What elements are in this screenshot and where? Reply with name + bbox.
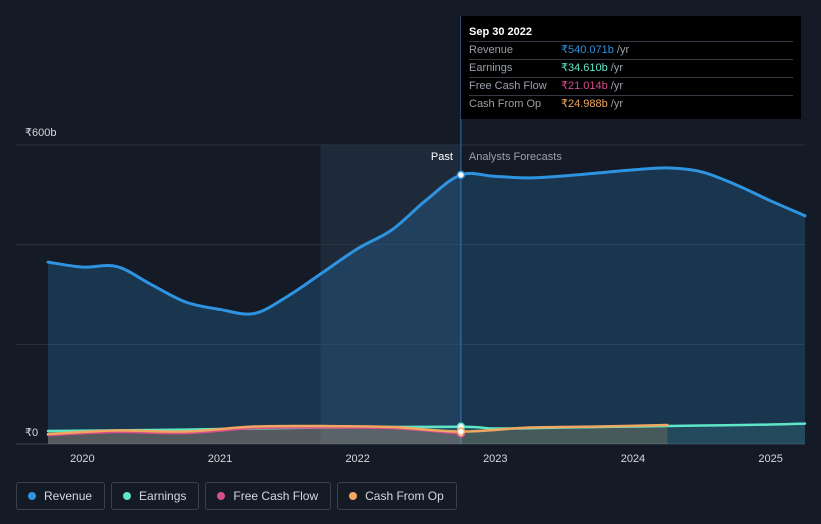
tooltip-date: Sep 30 2022 xyxy=(469,26,532,38)
earnings-area xyxy=(48,423,805,444)
y-tick-label: ₹0 xyxy=(25,427,38,439)
legend-dot-icon xyxy=(28,492,36,500)
legend-label: Revenue xyxy=(44,489,93,503)
x-tick-label: 2025 xyxy=(758,453,782,465)
tooltip-value: ₹24.988b xyxy=(561,98,608,110)
tooltip-unit: /yr xyxy=(616,44,630,56)
x-tick-label: 2022 xyxy=(345,453,369,465)
tooltip-row-earnings: Earnings ₹34.610b /yr xyxy=(469,59,793,77)
legend-item-revenue[interactable]: Revenue xyxy=(16,482,106,510)
legend-label: Earnings xyxy=(139,489,187,503)
data-tooltip: Sep 30 2022 Revenue ₹540.071b /yr Earnin… xyxy=(461,16,801,119)
legend-item-free-cash-flow[interactable]: Free Cash Flow xyxy=(205,482,332,510)
x-tick-label: 2024 xyxy=(621,453,645,465)
legend-dot-icon xyxy=(123,492,132,500)
tooltip-unit: /yr xyxy=(610,62,623,74)
y-tick-label: ₹600b xyxy=(25,127,56,139)
x-tick-label: 2020 xyxy=(70,453,94,465)
tooltip-label: Free Cash Flow xyxy=(469,80,547,92)
revenue-line xyxy=(46,166,807,316)
revenue-marker xyxy=(456,170,466,180)
earnings-line xyxy=(46,422,807,433)
tooltip-value: ₹540.071b xyxy=(561,44,614,56)
legend-dot-icon xyxy=(217,492,226,500)
free-cash-flow-area xyxy=(48,427,461,444)
legend-item-cash-from-op[interactable]: Cash From Op xyxy=(337,482,457,510)
tooltip-row-free-cash-flow: Free Cash Flow ₹21.014b /yr xyxy=(469,77,793,95)
tooltip-label: Revenue xyxy=(469,44,514,56)
revenue-area xyxy=(48,167,805,444)
legend-label: Cash From Op xyxy=(365,489,444,503)
tooltip-row-cash-from-op: Cash From Op ₹24.988b /yr xyxy=(469,95,793,113)
tooltip-value: ₹21.014b xyxy=(561,80,608,92)
x-tick-label: 2021 xyxy=(208,453,232,465)
tooltip-unit: /yr xyxy=(610,80,623,92)
legend-label: Free Cash Flow xyxy=(233,489,319,503)
cash-from-op-line xyxy=(46,423,669,436)
past-label: Past xyxy=(431,151,453,163)
forecast-label: Analysts Forecasts xyxy=(469,151,562,163)
tooltip-unit: /yr xyxy=(610,98,623,110)
tooltip-label: Cash From Op xyxy=(469,98,542,110)
legend-item-earnings[interactable]: Earnings xyxy=(111,482,200,510)
tooltip-value: ₹34.610b xyxy=(561,62,608,74)
chart-legend: Revenue Earnings Free Cash Flow Cash Fro… xyxy=(16,482,457,510)
cash-from-op-marker xyxy=(456,427,466,436)
past-region-shade xyxy=(320,145,461,444)
tooltip-row-revenue: Revenue ₹540.071b /yr xyxy=(469,41,793,59)
x-tick-label: 2023 xyxy=(483,453,507,465)
tooltip-label: Earnings xyxy=(469,62,513,74)
legend-dot-icon xyxy=(349,492,358,500)
